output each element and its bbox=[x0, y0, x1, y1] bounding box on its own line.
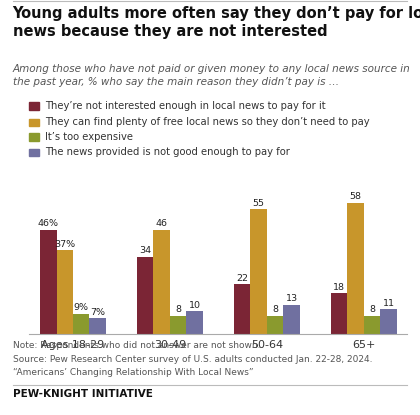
Text: They can find plenty of free local news so they don’t need to pay: They can find plenty of free local news … bbox=[45, 117, 370, 127]
Bar bbox=[170, 316, 186, 334]
Text: 11: 11 bbox=[383, 298, 394, 308]
Text: 8: 8 bbox=[272, 305, 278, 314]
Bar bbox=[137, 257, 153, 334]
Text: 10: 10 bbox=[189, 301, 201, 310]
Bar bbox=[73, 314, 89, 334]
Text: PEW-KNIGHT INITIATIVE: PEW-KNIGHT INITIATIVE bbox=[13, 389, 152, 399]
Text: 37%: 37% bbox=[54, 239, 75, 249]
Bar bbox=[267, 316, 284, 334]
Bar bbox=[364, 316, 380, 334]
Bar bbox=[234, 284, 250, 334]
Bar bbox=[347, 203, 364, 334]
Bar bbox=[380, 309, 397, 334]
Text: 18: 18 bbox=[333, 283, 345, 292]
Text: They’re not interested enough in local news to pay for it: They’re not interested enough in local n… bbox=[45, 101, 326, 111]
Text: 8: 8 bbox=[175, 305, 181, 314]
Text: Note: Respondents who did not answer are not shown.: Note: Respondents who did not answer are… bbox=[13, 341, 260, 350]
Text: 46: 46 bbox=[156, 219, 168, 228]
Text: Young adults more often say they don’t pay for local
news because they are not i: Young adults more often say they don’t p… bbox=[13, 6, 420, 39]
Text: 7%: 7% bbox=[90, 308, 105, 317]
Text: 34: 34 bbox=[139, 247, 151, 255]
Text: 8: 8 bbox=[369, 305, 375, 314]
Bar bbox=[40, 230, 57, 334]
Text: Among those who have not paid or given money to any local news source in
the pas: Among those who have not paid or given m… bbox=[13, 64, 410, 87]
Text: 13: 13 bbox=[286, 294, 298, 303]
Text: 9%: 9% bbox=[74, 303, 89, 312]
Bar bbox=[331, 293, 347, 334]
Bar bbox=[186, 311, 203, 334]
Text: The news provided is not good enough to pay for: The news provided is not good enough to … bbox=[45, 147, 290, 157]
Bar bbox=[153, 230, 170, 334]
Text: 55: 55 bbox=[252, 199, 265, 208]
Text: “Americans’ Changing Relationship With Local News”: “Americans’ Changing Relationship With L… bbox=[13, 368, 253, 377]
Bar bbox=[284, 305, 300, 334]
Bar bbox=[57, 250, 73, 334]
Text: Source: Pew Research Center survey of U.S. adults conducted Jan. 22-28, 2024.: Source: Pew Research Center survey of U.… bbox=[13, 355, 372, 364]
Text: 22: 22 bbox=[236, 273, 248, 283]
Bar bbox=[250, 210, 267, 334]
Text: 46%: 46% bbox=[38, 219, 59, 228]
Text: 58: 58 bbox=[349, 192, 362, 201]
Text: It’s too expensive: It’s too expensive bbox=[45, 132, 133, 142]
Bar bbox=[89, 318, 106, 334]
